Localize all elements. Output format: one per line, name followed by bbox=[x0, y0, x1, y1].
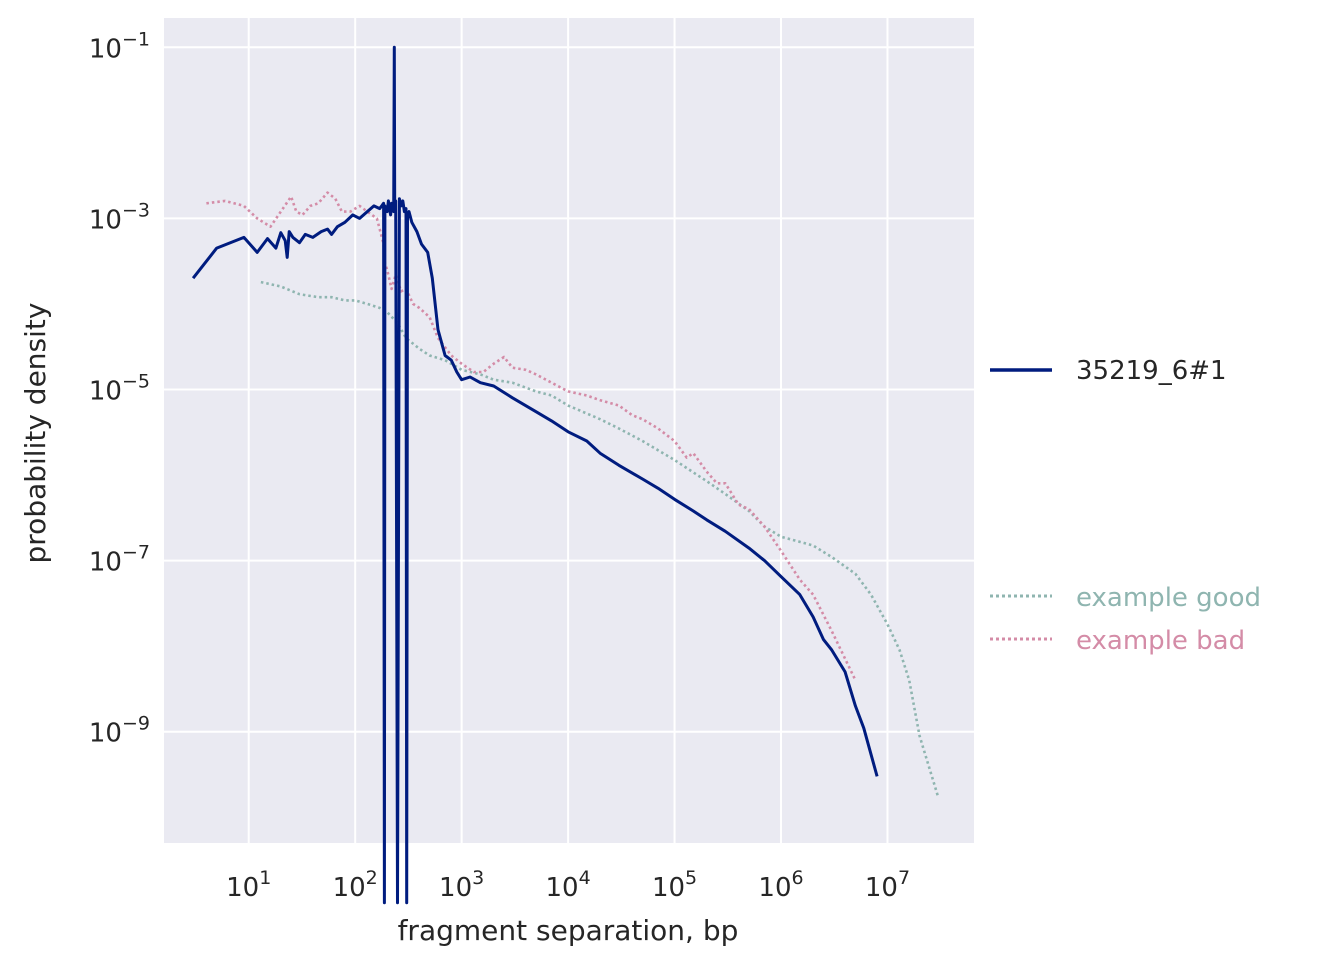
x-tick-label-1: 102 bbox=[333, 867, 378, 903]
y-axis-label: probability density bbox=[19, 303, 52, 564]
legend-examples: example good example bad bbox=[990, 583, 1261, 656]
x-tick-label-3: 104 bbox=[545, 867, 590, 903]
series-line-example-bad bbox=[206, 191, 857, 681]
x-tick-label-6: 107 bbox=[865, 867, 910, 903]
x-tick-label-5: 106 bbox=[758, 867, 803, 903]
y-tick-label-2: 10−5 bbox=[89, 370, 150, 406]
series-layer bbox=[191, 45, 940, 905]
series-line-35219-6-1 bbox=[191, 45, 879, 905]
y-tick-label-1: 10−3 bbox=[89, 199, 150, 235]
series-line-example-good bbox=[260, 280, 940, 798]
y-axis-ticks: 10−1 10−3 10−5 10−7 10−9 bbox=[89, 28, 150, 748]
x-axis-ticks: 101 102 103 104 105 106 107 bbox=[226, 867, 910, 903]
x-tick-label-2: 103 bbox=[439, 867, 484, 903]
y-tick-label-3: 10−7 bbox=[89, 542, 150, 578]
y-tick-label-0: 10−1 bbox=[89, 28, 150, 64]
x-tick-label-0: 101 bbox=[226, 867, 271, 903]
legend-label-35219: 35219_6#1 bbox=[1076, 356, 1227, 386]
x-tick-label-4: 105 bbox=[652, 867, 697, 903]
legend-label-example-good: example good bbox=[1076, 583, 1261, 613]
x-axis-label: fragment separation, bp bbox=[398, 914, 739, 947]
legend-label-example-bad: example bad bbox=[1076, 626, 1245, 656]
grid-lines bbox=[164, 18, 974, 843]
legend-primary: 35219_6#1 bbox=[990, 356, 1227, 386]
y-tick-label-4: 10−9 bbox=[89, 713, 150, 749]
